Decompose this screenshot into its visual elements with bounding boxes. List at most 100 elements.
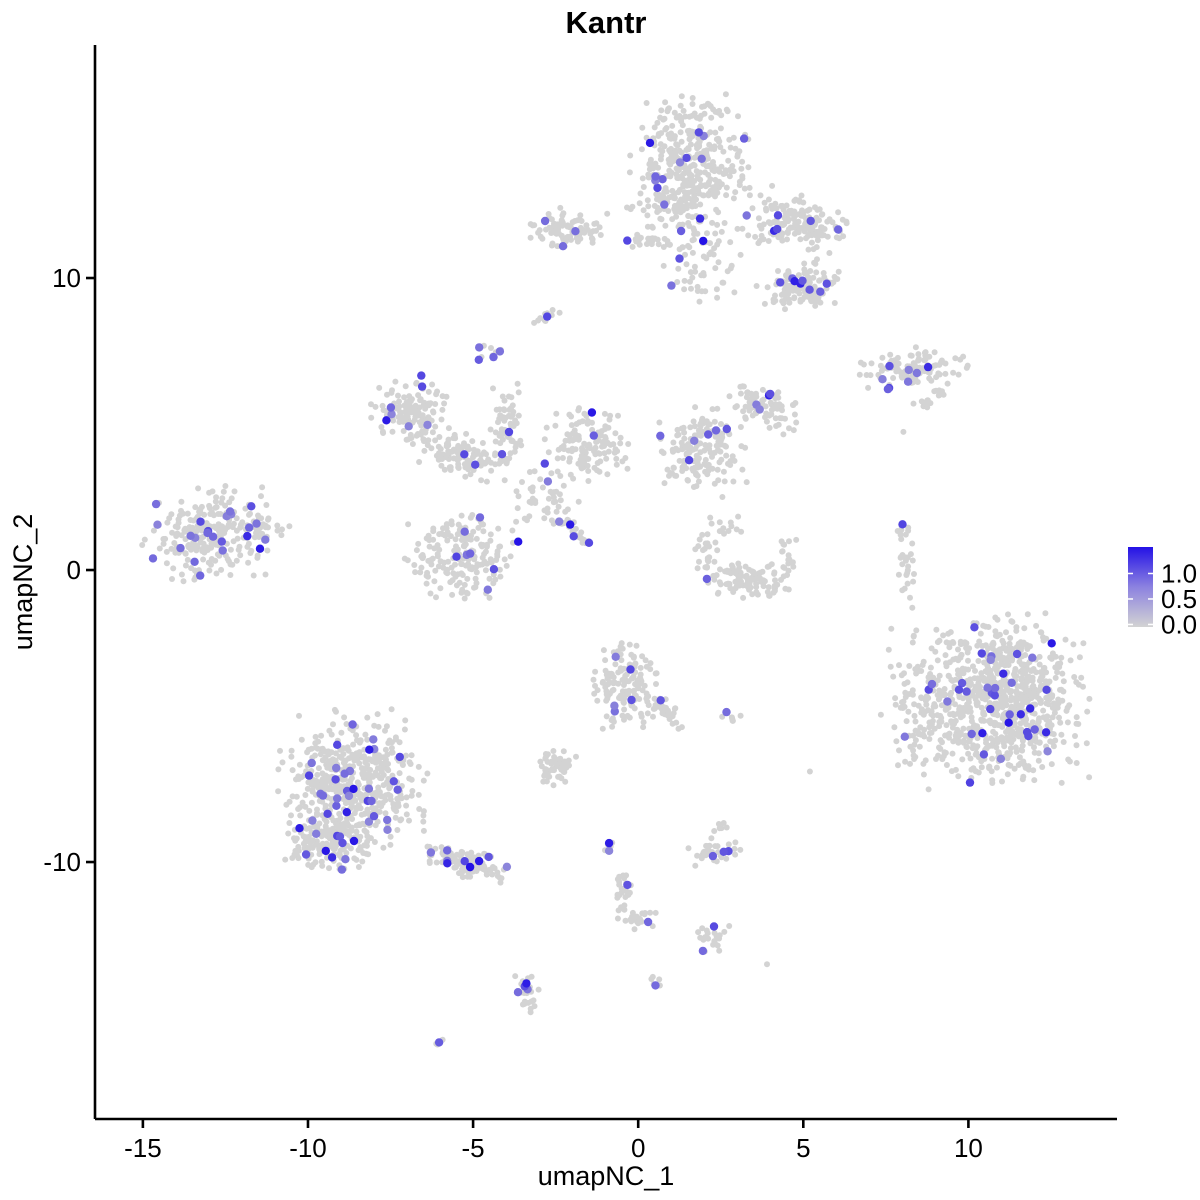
data-point bbox=[487, 426, 494, 433]
data-point bbox=[725, 580, 732, 587]
data-point bbox=[685, 477, 691, 484]
data-point bbox=[622, 917, 629, 924]
data-point bbox=[764, 284, 771, 291]
data-point bbox=[980, 717, 987, 724]
data-point bbox=[593, 227, 599, 234]
data-point bbox=[702, 169, 708, 176]
data-point bbox=[974, 699, 981, 706]
data-point bbox=[695, 427, 702, 434]
data-point bbox=[624, 712, 631, 719]
data-point bbox=[700, 272, 707, 279]
scatter-points-layer bbox=[139, 91, 1093, 1048]
expressing-data-point bbox=[483, 585, 492, 594]
data-point bbox=[483, 543, 490, 550]
data-point bbox=[942, 732, 949, 739]
data-point bbox=[417, 569, 424, 576]
data-point bbox=[685, 167, 692, 174]
expressing-data-point bbox=[986, 655, 995, 665]
data-point bbox=[966, 682, 973, 689]
data-point bbox=[213, 570, 220, 577]
data-point bbox=[1000, 690, 1007, 697]
data-point bbox=[461, 581, 468, 588]
data-point bbox=[674, 426, 681, 433]
data-point bbox=[467, 514, 474, 521]
data-point bbox=[673, 171, 680, 178]
expressing-data-point bbox=[225, 507, 235, 516]
data-point bbox=[402, 383, 409, 390]
data-point bbox=[180, 578, 187, 585]
data-point bbox=[752, 233, 759, 240]
data-point bbox=[227, 546, 234, 553]
expressing-data-point bbox=[651, 981, 660, 990]
data-point bbox=[376, 801, 383, 808]
data-point bbox=[706, 179, 712, 186]
data-point bbox=[677, 102, 684, 109]
data-point bbox=[577, 461, 584, 468]
data-point bbox=[566, 224, 573, 231]
data-point bbox=[759, 386, 766, 393]
expressing-data-point bbox=[333, 794, 342, 803]
data-point bbox=[556, 755, 563, 762]
data-point bbox=[326, 865, 332, 872]
data-point bbox=[508, 438, 515, 444]
data-point bbox=[942, 749, 949, 756]
data-point bbox=[531, 468, 538, 475]
data-point bbox=[414, 431, 421, 437]
data-point bbox=[685, 845, 692, 852]
data-point bbox=[541, 436, 548, 443]
data-point bbox=[448, 448, 455, 455]
data-point bbox=[666, 160, 673, 167]
data-point bbox=[681, 429, 688, 436]
data-point bbox=[208, 561, 214, 568]
data-point bbox=[215, 527, 222, 534]
expressing-data-point bbox=[364, 784, 374, 793]
data-point bbox=[901, 703, 908, 710]
data-point bbox=[782, 210, 789, 217]
data-point bbox=[187, 517, 194, 523]
data-point bbox=[319, 770, 326, 777]
data-point bbox=[188, 546, 194, 553]
expressing-data-point bbox=[653, 183, 662, 193]
data-point bbox=[645, 203, 652, 210]
data-point bbox=[775, 268, 781, 274]
data-point bbox=[1021, 698, 1028, 705]
data-point bbox=[609, 723, 616, 730]
data-point bbox=[537, 758, 544, 765]
data-point bbox=[753, 580, 760, 587]
data-point bbox=[679, 468, 686, 474]
data-point bbox=[733, 568, 740, 575]
data-point bbox=[905, 708, 912, 715]
data-point bbox=[1049, 704, 1056, 711]
data-point bbox=[312, 744, 319, 751]
data-point bbox=[726, 393, 733, 400]
data-point bbox=[1063, 707, 1070, 714]
data-point bbox=[492, 576, 499, 583]
data-point bbox=[702, 540, 709, 547]
data-point bbox=[160, 536, 167, 542]
data-point bbox=[339, 776, 346, 783]
data-point bbox=[924, 404, 931, 411]
data-point bbox=[465, 466, 472, 473]
data-point bbox=[366, 779, 373, 786]
data-point bbox=[544, 751, 551, 758]
data-point bbox=[156, 545, 163, 552]
data-point bbox=[1031, 710, 1038, 717]
data-point bbox=[296, 761, 303, 768]
data-point bbox=[197, 506, 204, 513]
data-point bbox=[200, 556, 207, 563]
data-point bbox=[908, 352, 915, 359]
data-point bbox=[814, 256, 820, 263]
data-point bbox=[732, 404, 739, 411]
data-point bbox=[693, 114, 700, 121]
data-point bbox=[885, 646, 892, 653]
data-point bbox=[616, 892, 623, 898]
expressing-data-point bbox=[698, 946, 708, 956]
data-point bbox=[213, 504, 220, 510]
data-point bbox=[438, 844, 445, 851]
data-point bbox=[785, 269, 792, 276]
data-point bbox=[1014, 725, 1021, 732]
data-point bbox=[526, 498, 533, 505]
data-point bbox=[408, 435, 415, 441]
data-point bbox=[342, 820, 348, 827]
data-point bbox=[877, 711, 884, 718]
